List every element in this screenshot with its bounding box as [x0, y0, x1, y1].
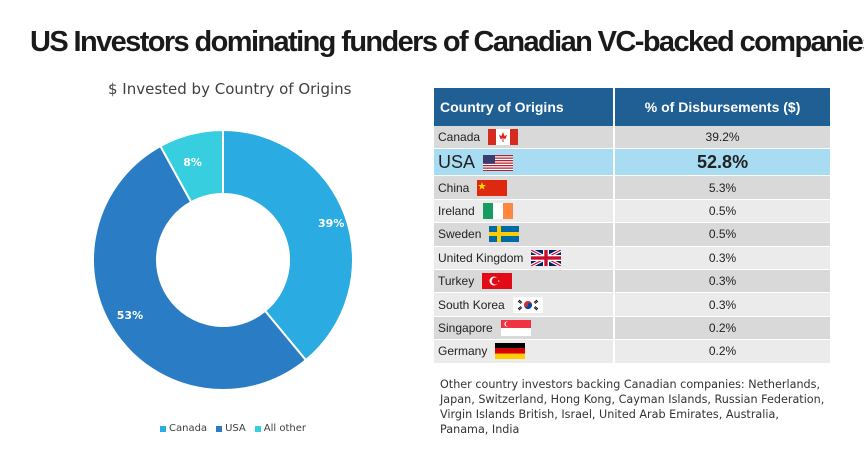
table-row: China 5.3%	[434, 175, 830, 200]
percent-cell: 0.5%	[613, 222, 830, 247]
china-flag-icon	[477, 179, 508, 196]
legend-item-canada: Canada	[160, 423, 207, 434]
table-row: South Korea 0.3%	[434, 292, 830, 317]
legend-label: USA	[225, 423, 246, 434]
legend-item-other: All other	[254, 423, 306, 434]
country-name: Turkey	[438, 274, 475, 289]
country-name: South Korea	[438, 297, 505, 312]
legend-swatch	[216, 425, 223, 432]
header-percent: % of Disbursements ($)	[614, 88, 830, 126]
percent-cell: 0.5%	[613, 199, 830, 224]
country-name: Canada	[438, 130, 481, 145]
table-row: Singapore 0.2%	[434, 316, 830, 341]
table-row: USA 52.8%	[434, 148, 830, 177]
country-cell: Singapore	[434, 316, 615, 341]
slice-data-label: 39%	[318, 217, 344, 230]
table-row: Germany 0.2%	[434, 339, 830, 364]
other-investors-note: Other country investors backing Canadian…	[440, 378, 825, 436]
singapore-flag-icon	[500, 319, 531, 336]
percent-cell: 0.3%	[613, 292, 830, 317]
table-row: Turkey 0.3%	[434, 269, 830, 294]
country-name: Germany	[438, 344, 488, 359]
table-row: United Kingdom 0.3%	[434, 246, 830, 270]
slice-data-label: 53%	[117, 309, 143, 322]
legend-label: Canada	[169, 423, 208, 434]
table-row: Canada 39.2%	[434, 126, 830, 150]
country-name: China	[438, 180, 470, 195]
canada-flag-icon	[488, 129, 519, 146]
turkey-flag-icon	[482, 273, 513, 290]
country-table: Country of Origins % of Disbursements ($…	[434, 88, 830, 364]
slice-all-other	[159, 128, 224, 204]
table-row: Ireland 0.5%	[434, 199, 830, 224]
sweden-flag-icon	[489, 226, 520, 243]
legend-swatch	[160, 425, 166, 432]
legend-swatch	[254, 425, 261, 432]
slice-usa	[92, 144, 308, 391]
table-row: Sweden 0.5%	[434, 222, 830, 247]
table-header-row: Country of Origins % of Disbursements ($…	[434, 88, 830, 126]
country-cell: USA	[434, 148, 615, 177]
legend-item-usa: USA	[216, 423, 246, 434]
germany-flag-icon	[495, 343, 526, 360]
country-name: Sweden	[438, 227, 482, 242]
chart-title: $ Invested by Country of Origins	[108, 80, 352, 98]
percent-cell: 0.2%	[613, 316, 830, 341]
percent-cell: 39.2%	[613, 126, 830, 150]
country-cell: Turkey	[434, 269, 615, 294]
slice-canada	[222, 128, 354, 362]
ireland-flag-icon	[482, 202, 513, 219]
uk-flag-icon	[531, 249, 562, 266]
percent-cell: 0.3%	[613, 269, 830, 294]
country-cell: Canada	[434, 126, 615, 150]
country-name: Singapore	[438, 320, 493, 335]
table-body: Canada 39.2% USA 52.8% China 5.3% Ireland 0.5% S…	[434, 126, 830, 364]
country-cell: Germany	[434, 339, 615, 364]
country-cell: Ireland	[434, 199, 615, 224]
header-country: Country of Origins	[434, 88, 616, 126]
usa-flag-icon	[483, 154, 514, 171]
legend-label: All other	[263, 423, 306, 434]
country-cell: South Korea	[434, 292, 615, 317]
page-title: US Investors dominating funders of Canad…	[30, 26, 864, 58]
country-name: Ireland	[438, 203, 475, 218]
country-cell: United Kingdom	[434, 246, 615, 270]
country-name: USA	[438, 152, 476, 173]
south-korea-flag-icon	[512, 296, 543, 313]
percent-cell: 0.3%	[613, 246, 830, 270]
country-cell: Sweden	[434, 222, 615, 247]
percent-cell: 5.3%	[613, 175, 830, 200]
percent-cell: 52.8%	[613, 148, 830, 177]
chart-legend: Canada USA All other	[160, 423, 306, 434]
country-name: United Kingdom	[438, 250, 524, 265]
percent-cell: 0.2%	[613, 339, 830, 364]
slice-data-label: 8%	[183, 156, 202, 169]
country-cell: China	[434, 175, 615, 200]
